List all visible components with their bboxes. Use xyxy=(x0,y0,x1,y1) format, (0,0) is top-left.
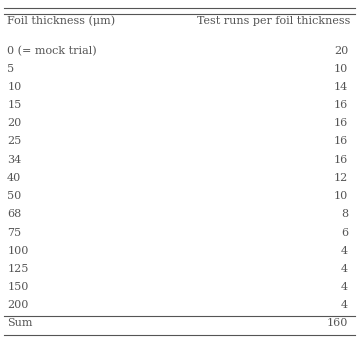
Text: 10: 10 xyxy=(334,191,348,201)
Text: Sum: Sum xyxy=(7,318,33,329)
Text: 100: 100 xyxy=(7,246,29,256)
Text: 200: 200 xyxy=(7,300,29,310)
Text: 20: 20 xyxy=(7,118,22,128)
Text: 4: 4 xyxy=(341,282,348,292)
Text: Foil thickness (μm): Foil thickness (μm) xyxy=(7,16,115,26)
Text: 125: 125 xyxy=(7,264,29,274)
Text: 40: 40 xyxy=(7,173,22,183)
Text: 16: 16 xyxy=(334,118,348,128)
Text: 15: 15 xyxy=(7,100,22,110)
Text: 0 (= mock trial): 0 (= mock trial) xyxy=(7,46,97,56)
Text: 25: 25 xyxy=(7,136,22,147)
Text: 34: 34 xyxy=(7,155,22,165)
Text: 160: 160 xyxy=(327,318,348,329)
Text: 10: 10 xyxy=(7,82,22,92)
Text: 16: 16 xyxy=(334,155,348,165)
Text: 75: 75 xyxy=(7,228,21,238)
Text: 12: 12 xyxy=(334,173,348,183)
Text: 16: 16 xyxy=(334,136,348,147)
Text: 20: 20 xyxy=(334,46,348,56)
Text: 16: 16 xyxy=(334,100,348,110)
Text: 150: 150 xyxy=(7,282,29,292)
Text: 68: 68 xyxy=(7,209,22,219)
Text: 8: 8 xyxy=(341,209,348,219)
Text: 10: 10 xyxy=(334,64,348,74)
Text: Test runs per foil thickness: Test runs per foil thickness xyxy=(197,16,351,26)
Text: 14: 14 xyxy=(334,82,348,92)
Text: 4: 4 xyxy=(341,300,348,310)
Text: 50: 50 xyxy=(7,191,22,201)
Text: 4: 4 xyxy=(341,246,348,256)
Text: 4: 4 xyxy=(341,264,348,274)
Text: 6: 6 xyxy=(341,228,348,238)
Text: 5: 5 xyxy=(7,64,14,74)
